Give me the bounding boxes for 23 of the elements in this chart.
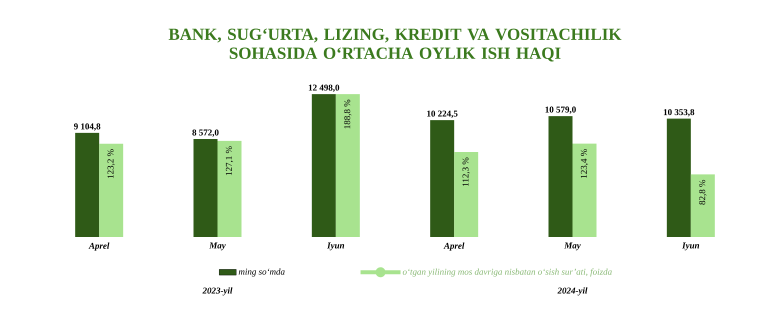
text: 2023-yil: [202, 287, 232, 296]
data-label: 82,8 %: [699, 180, 707, 205]
data-label: 10 353,8: [664, 109, 694, 116]
x-tick-label: Aprel: [88, 242, 110, 251]
data-label: 8 572,0: [192, 129, 219, 137]
chart-title: BANK, SUG‘URTA, LIZING, KREDIT VA VOSITACHILIK SOHASIDA O‘RTACHA OYLIK ISH HAQI: [168, 28, 622, 62]
data-label: 123,4 %: [580, 149, 588, 178]
data-label: 10 224,5: [427, 110, 458, 118]
data-label: 9 104,8: [74, 123, 100, 131]
x-tick-label: May: [209, 242, 226, 250]
legend-label: ming so‘mda: [238, 268, 285, 277]
data-label: 112,3 %: [462, 158, 470, 186]
data-label: 127,1 %: [226, 146, 234, 176]
data-label: 12 498,0: [308, 84, 340, 92]
x-tick-label: Iyun: [682, 242, 700, 250]
x-tick-label: Aprel: [443, 242, 464, 251]
x-tick-label: May: [564, 242, 581, 250]
text: 2024-yil: [557, 287, 588, 296]
legend-label: o‘tgan yilining mos davriga nisbatan o‘sish sur’ati, foizda: [402, 268, 612, 277]
data-label: 10 579,0: [546, 106, 576, 114]
data-label: 123,2 %: [107, 149, 115, 178]
x-tick-label: Iyun: [327, 242, 344, 250]
data-label: 188,8 %: [344, 100, 352, 128]
